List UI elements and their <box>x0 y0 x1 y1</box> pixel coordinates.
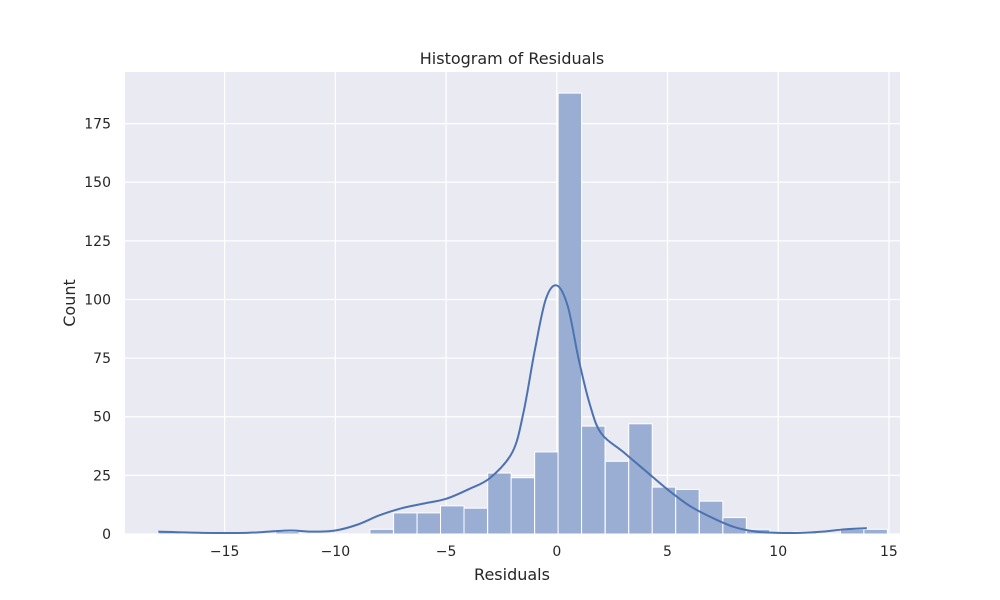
histogram-bar <box>675 488 700 535</box>
histogram-bar <box>416 512 442 535</box>
histogram-bar <box>369 528 394 535</box>
histogram-bar <box>604 460 630 535</box>
y-tick-label: 175 <box>84 117 111 133</box>
kde-curve-layer <box>158 284 867 534</box>
histogram-bar <box>440 505 465 535</box>
y-axis-label: Count <box>60 279 79 327</box>
grid-lines <box>125 72 900 535</box>
histogram-bar <box>628 423 653 535</box>
y-tick-label: 75 <box>93 351 111 367</box>
x-tick-label: 5 <box>663 544 672 560</box>
y-tick-label: 50 <box>93 410 111 426</box>
x-tick-label: −15 <box>210 544 240 560</box>
histogram-bar <box>393 512 418 535</box>
plot-area <box>125 72 900 534</box>
y-tick-label: 150 <box>84 175 111 191</box>
histogram-bar <box>863 528 888 535</box>
x-tick-label: 0 <box>552 544 561 560</box>
y-tick-label: 100 <box>84 292 111 308</box>
y-tick-label: 125 <box>84 234 111 250</box>
x-tick-label: −10 <box>321 544 351 560</box>
y-tick-label: 0 <box>102 527 111 543</box>
x-tick-label: −5 <box>436 544 457 560</box>
histogram-bar <box>275 531 300 535</box>
histogram-bars <box>157 92 888 535</box>
x-tick-label: 15 <box>880 544 898 560</box>
histogram-bar <box>487 472 512 535</box>
x-tick-labels: −15 −10 −5 0 5 10 15 <box>210 544 898 560</box>
histogram-bar <box>581 425 606 535</box>
histogram-bar <box>510 477 536 535</box>
histogram-bar <box>722 517 747 535</box>
y-tick-labels: 0 25 50 75 100 125 150 175 <box>84 117 111 543</box>
kde-curve <box>158 284 867 534</box>
chart-title: Histogram of Residuals <box>420 49 605 68</box>
histogram-bar <box>534 451 559 535</box>
histogram-bar <box>463 507 488 535</box>
x-tick-label: 10 <box>769 544 787 560</box>
x-axis-label: Residuals <box>474 565 550 584</box>
y-tick-label: 25 <box>93 468 111 484</box>
